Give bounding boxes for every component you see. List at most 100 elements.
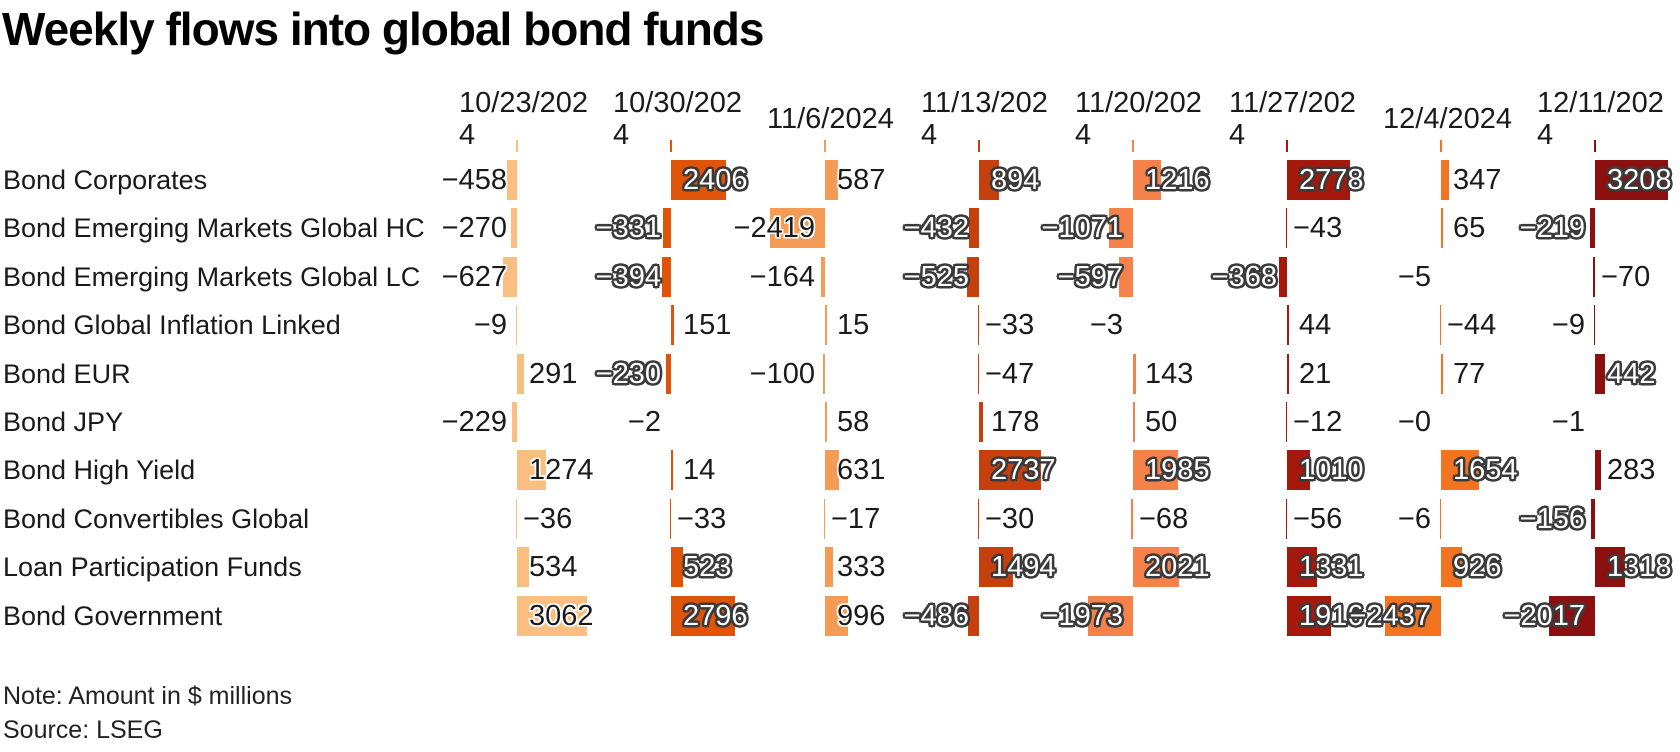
bar [1549, 595, 1595, 636]
bar [1133, 402, 1135, 442]
bar [1133, 160, 1161, 200]
bar [1131, 498, 1133, 539]
value-label: 3062 [529, 599, 594, 632]
axis-tick [516, 140, 518, 152]
bar [1287, 450, 1311, 491]
value-label: 2796 [683, 599, 748, 632]
axis-tick [1132, 140, 1134, 152]
bar [1133, 353, 1137, 394]
value-label: −47 [985, 357, 1035, 390]
value-label: −1973 [1041, 599, 1123, 632]
value-label: 1216 [1145, 164, 1210, 196]
value-label: 1331 [1299, 551, 1364, 584]
bar [517, 450, 547, 491]
bar [1439, 498, 1441, 539]
value-label: −458 [441, 164, 507, 196]
value-label: 151 [683, 309, 732, 342]
value-label: 523 [683, 551, 732, 584]
bar [1591, 498, 1595, 539]
row-label: Bond JPY [3, 407, 124, 437]
bar [825, 450, 840, 491]
bar [1285, 208, 1287, 249]
value-label: 1010 [1299, 454, 1364, 487]
value-label: 21 [1299, 357, 1332, 390]
value-label: 1916 [1299, 599, 1364, 632]
bar [1593, 256, 1595, 297]
value-label: −156 [1519, 502, 1585, 535]
value-label: 1985 [1145, 454, 1210, 487]
bar [1595, 353, 1606, 394]
bar [1590, 208, 1595, 249]
bar [517, 547, 530, 588]
bar [979, 402, 984, 442]
bar [502, 256, 517, 297]
value-label: −270 [441, 212, 507, 245]
axis-tick [1594, 140, 1596, 152]
bar [969, 208, 979, 249]
value-label: 15 [837, 309, 870, 342]
value-label: 50 [1145, 406, 1178, 438]
row-label: Bond Corporates [3, 165, 208, 195]
row-label: Bond Government [3, 600, 223, 631]
bar [825, 547, 833, 588]
axis-tick [978, 140, 980, 152]
value-label: −229 [441, 406, 507, 438]
value-label: 442 [1607, 357, 1656, 390]
value-label: −2419 [733, 212, 815, 245]
row-label: Bond Emerging Markets Global LC [3, 261, 421, 292]
bar [1287, 353, 1289, 394]
value-label: −36 [523, 502, 573, 535]
bar [1287, 160, 1351, 200]
value-label: −331 [595, 212, 661, 245]
value-label: −6 [1397, 502, 1431, 535]
value-label: −17 [831, 502, 881, 535]
value-label: −230 [595, 357, 661, 390]
value-label: −30 [985, 502, 1035, 535]
note-text: Note: Amount in $ millions [3, 682, 293, 710]
column-header: 10/23/2024 [459, 86, 589, 151]
value-label: 143 [1145, 357, 1194, 390]
bar [671, 595, 735, 636]
bar [671, 547, 683, 588]
bar [517, 353, 524, 394]
bar [1108, 208, 1133, 249]
value-label: −33 [677, 502, 727, 535]
bar [511, 402, 517, 442]
value-label: 291 [529, 357, 578, 390]
bar [967, 256, 979, 297]
axis-tick [1286, 140, 1288, 152]
bar [663, 208, 671, 249]
bar [979, 160, 1000, 200]
value-label: −432 [903, 212, 969, 245]
value-label: −9 [1551, 309, 1585, 342]
bar [506, 160, 517, 200]
value-label: −0 [1397, 406, 1431, 438]
bar [1595, 547, 1626, 588]
bar [825, 160, 839, 200]
bar [1385, 595, 1441, 636]
chart-title: Weekly flows into global bond funds [2, 3, 764, 55]
bar [1285, 402, 1287, 442]
value-label: −486 [903, 599, 969, 632]
value-label: −5 [1397, 260, 1431, 293]
row-label: Loan Participation Funds [3, 552, 302, 583]
bar [515, 305, 517, 346]
bar [671, 305, 675, 346]
row-label: Bond Convertibles Global [3, 503, 310, 534]
bar [1278, 256, 1287, 297]
bar [825, 305, 827, 346]
value-label: 587 [837, 164, 886, 196]
value-label: −525 [903, 260, 969, 293]
value-label: −68 [1139, 502, 1189, 535]
value-label: −43 [1293, 212, 1343, 245]
row-label: Bond Global Inflation Linked [3, 310, 341, 341]
bar [1287, 595, 1331, 636]
bar [977, 498, 979, 539]
bar [821, 256, 825, 297]
column-header: 12/4/2024 [1383, 102, 1513, 135]
value-label: −627 [441, 260, 507, 293]
bar [510, 208, 517, 249]
bar [825, 402, 827, 442]
bar [979, 450, 1042, 491]
bar [1595, 160, 1669, 200]
